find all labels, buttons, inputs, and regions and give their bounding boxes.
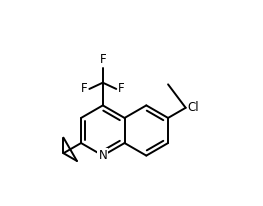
- Text: F: F: [81, 82, 88, 95]
- Text: Cl: Cl: [187, 101, 199, 114]
- Text: F: F: [118, 82, 125, 95]
- Text: F: F: [99, 53, 106, 66]
- Text: N: N: [98, 149, 107, 162]
